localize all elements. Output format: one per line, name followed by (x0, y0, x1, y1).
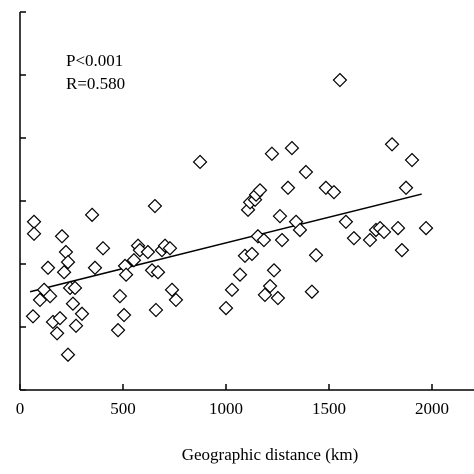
point (52, 310, 68, 326)
annotation: P<0.001 (66, 51, 123, 70)
point (308, 247, 324, 263)
point (256, 232, 272, 248)
annotation: R=0.580 (66, 74, 125, 93)
point (257, 287, 273, 303)
point (394, 242, 410, 258)
x-axis-label: Geographic distance (km) (182, 445, 359, 464)
point (274, 232, 290, 248)
point (65, 296, 81, 312)
point (272, 208, 288, 224)
point (118, 267, 134, 283)
point (58, 244, 74, 260)
point (326, 184, 342, 200)
point (252, 182, 268, 198)
point (84, 207, 100, 223)
point (244, 246, 260, 262)
point (264, 146, 280, 162)
point (60, 254, 76, 270)
x-tick-label: 500 (110, 399, 136, 418)
point (362, 232, 378, 248)
point (168, 292, 184, 308)
point (398, 180, 414, 196)
point (110, 322, 126, 338)
point (304, 284, 320, 300)
point (42, 288, 58, 304)
point (164, 282, 180, 298)
point (284, 140, 300, 156)
point (60, 347, 76, 363)
point (262, 278, 278, 294)
point (404, 152, 420, 168)
point (384, 136, 400, 152)
point (25, 308, 41, 324)
point (147, 198, 163, 214)
point (376, 224, 392, 240)
point (26, 226, 42, 242)
point (26, 214, 42, 230)
point (298, 164, 314, 180)
point (418, 220, 434, 236)
point (218, 300, 234, 316)
point (280, 180, 296, 196)
x-tick-label: 2000 (415, 399, 449, 418)
point (150, 264, 166, 280)
point (162, 240, 178, 256)
point (67, 280, 83, 296)
point (95, 240, 111, 256)
point (56, 264, 72, 280)
point (132, 242, 148, 258)
point (140, 244, 156, 260)
point (68, 318, 84, 334)
x-tick-label: 0 (16, 399, 25, 418)
point (232, 267, 248, 283)
point (338, 214, 354, 230)
point (87, 260, 103, 276)
point (270, 290, 286, 306)
point (192, 154, 208, 170)
x-tick-label: 1000 (209, 399, 243, 418)
x-tick-label: 1500 (312, 399, 346, 418)
point (346, 230, 362, 246)
point (266, 262, 282, 278)
point (74, 306, 90, 322)
point (292, 222, 308, 238)
point (116, 307, 132, 323)
point (49, 325, 65, 341)
point (332, 72, 348, 88)
point (32, 292, 48, 308)
point (112, 288, 128, 304)
point (224, 282, 240, 298)
point (390, 220, 406, 236)
point (40, 260, 56, 276)
point (148, 302, 164, 318)
point (126, 252, 142, 268)
trend-line (29, 193, 422, 293)
point (54, 228, 70, 244)
